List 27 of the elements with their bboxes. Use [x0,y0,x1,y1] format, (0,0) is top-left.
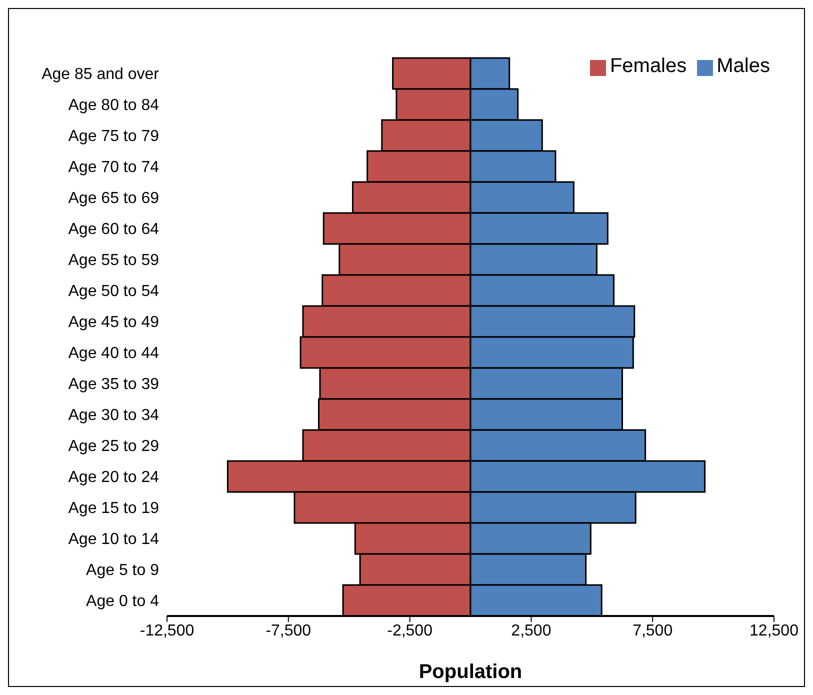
x-tick-label: 2,500 [511,622,552,640]
x-tick-label: -12,500 [140,622,194,640]
y-tick-label: Age 20 to 24 [68,469,160,486]
y-tick-label: Age 0 to 4 [86,593,160,610]
x-tick-label: 12,500 [750,622,799,640]
y-tick-label: Age 70 to 74 [68,159,160,176]
y-tick-label: Age 75 to 79 [68,128,160,146]
y-tick-label: Age 50 to 54 [68,283,160,300]
y-tick-label: Age 55 to 59 [68,252,160,270]
y-tick-label: Age 15 to 19 [68,500,160,518]
y-tick-label: Age 85 and over [42,66,160,84]
y-tick-label: Age 10 to 14 [68,531,160,548]
y-tick-label: Age 60 to 64 [68,221,160,238]
x-axis-title: Population [418,661,522,683]
y-tick-label: Age 30 to 34 [68,407,160,424]
x-tick-label: -2,500 [387,622,433,640]
x-tick-label: 7,500 [632,622,673,640]
y-tick-label: Age 65 to 69 [68,190,160,208]
y-tick-label: Age 80 to 84 [68,97,160,114]
x-tick-label: -7,500 [266,622,312,640]
y-tick-label: Age 45 to 49 [68,314,160,332]
y-tick-label: Age 5 to 9 [86,562,160,580]
legend-label: Males [716,55,770,77]
y-tick-label: Age 40 to 44 [68,345,160,362]
legend-label: Females [610,55,687,77]
y-tick-label: Age 35 to 39 [68,376,160,394]
y-tick-label: Age 25 to 29 [68,438,160,456]
